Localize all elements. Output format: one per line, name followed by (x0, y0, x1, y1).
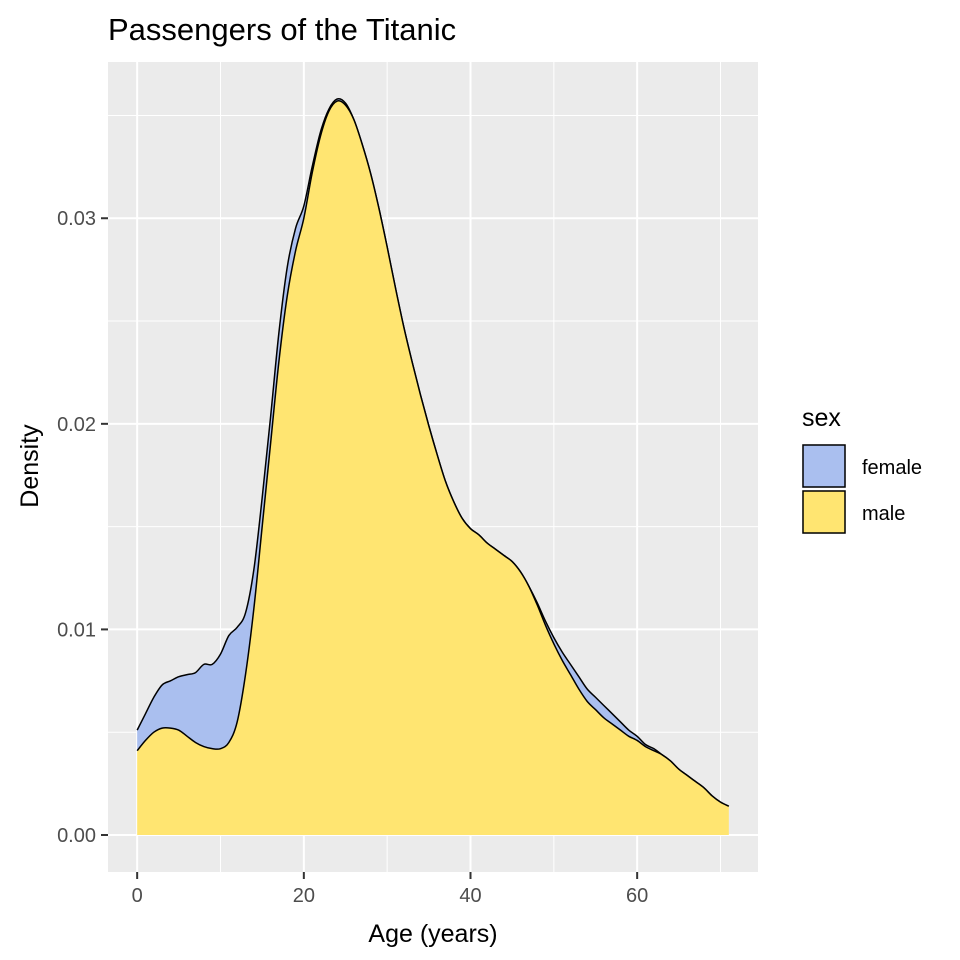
x-tick-label: 60 (626, 885, 648, 907)
male-area (137, 100, 729, 835)
legend-swatch-male (802, 490, 846, 534)
x-tick-label: 40 (459, 885, 481, 907)
male-density-line (136, 100, 730, 807)
legend-label-female: female (862, 457, 922, 479)
female-area (137, 98, 729, 807)
x-axis-title: Age (years) (368, 920, 497, 948)
legend: sex female male (802, 404, 922, 534)
major-gridlines (108, 62, 758, 872)
legend-items: female male (802, 444, 922, 534)
x-tick-label: 0 (132, 885, 143, 907)
density-areas (136, 97, 730, 835)
legend-label-male: male (862, 503, 905, 525)
x-axis-ticks: 0 20 40 60 (132, 872, 648, 907)
y-tick-label: 0.02 (57, 414, 96, 436)
legend-swatch-female (802, 444, 846, 488)
chart-title: Passengers of the Titanic (108, 12, 456, 47)
y-tick-label: 0.00 (57, 825, 96, 847)
legend-title: sex (802, 404, 841, 432)
y-tick-label: 0.01 (57, 619, 96, 641)
y-axis-title: Density (16, 424, 44, 508)
y-tick-label: 0.03 (57, 208, 96, 230)
y-axis-ticks: 0.00 0.01 0.02 0.03 (57, 208, 108, 847)
x-tick-label: 20 (293, 885, 315, 907)
